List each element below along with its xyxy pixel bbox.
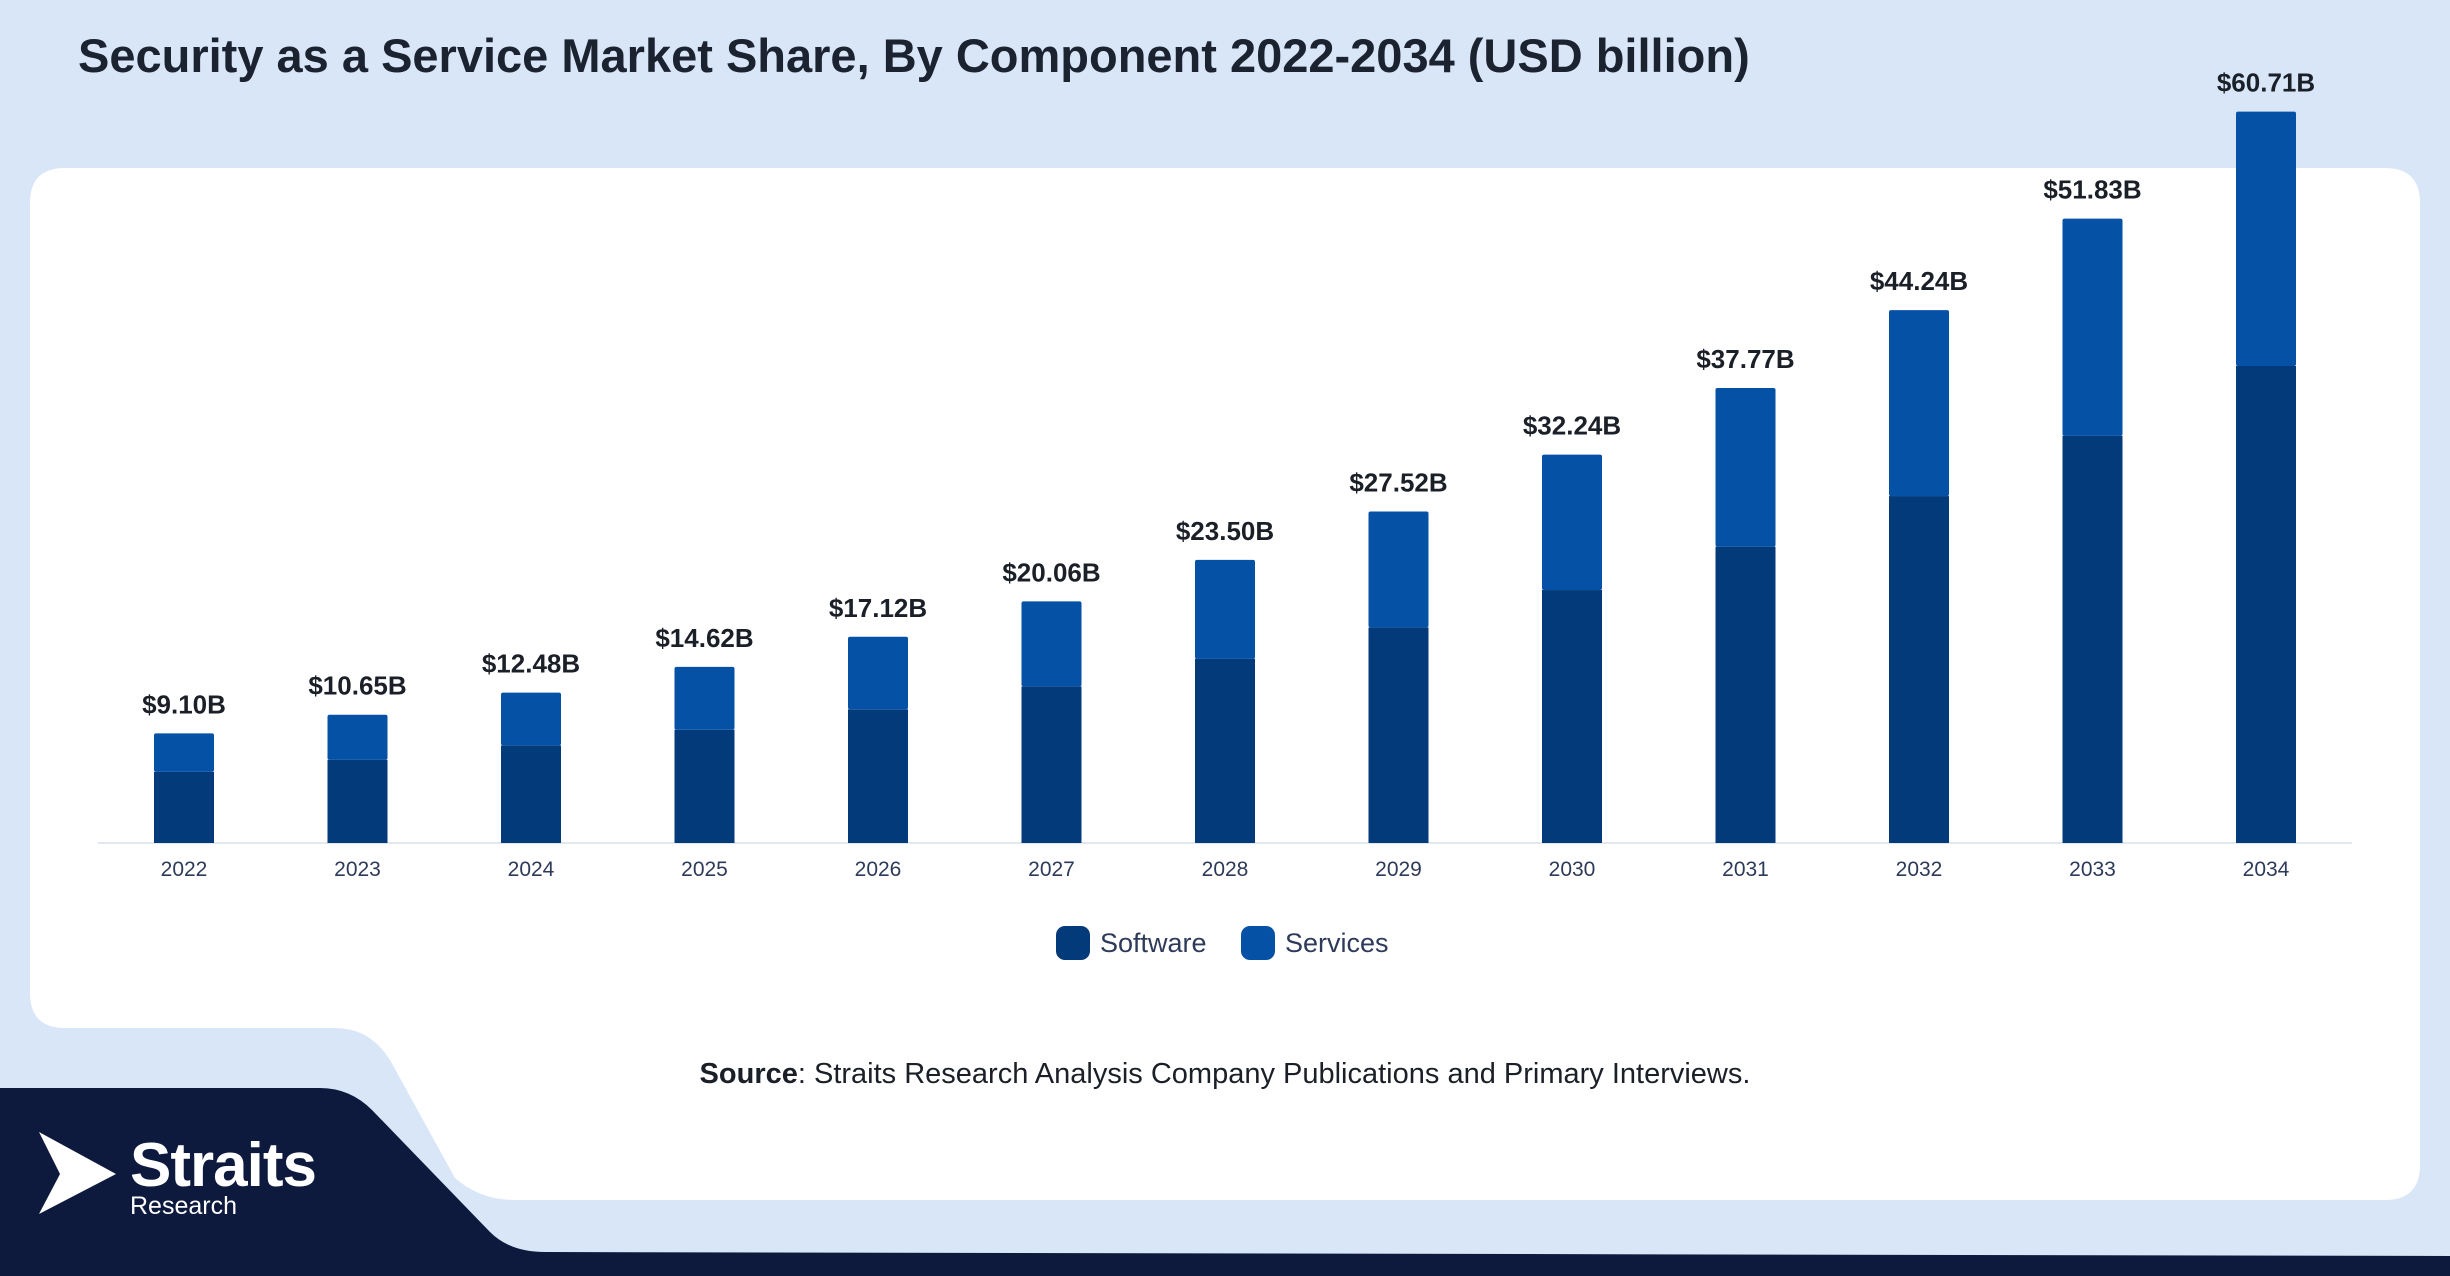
x-tick-label-2030: 2030 — [1549, 858, 1596, 881]
bar-software-2034 — [2236, 365, 2296, 843]
x-tick-label-2033: 2033 — [2069, 858, 2116, 881]
legend-swatch-software — [1056, 926, 1090, 960]
total-label-2034: $60.71B — [2217, 68, 2315, 98]
x-tick-label-2034: 2034 — [2243, 858, 2290, 881]
bar-services-2029 — [1368, 511, 1429, 628]
x-tick-label-2024: 2024 — [508, 858, 555, 881]
x-tick-label-2022: 2022 — [161, 858, 208, 881]
source-label: Source — [699, 1058, 798, 1090]
bar-services-2022 — [154, 733, 214, 772]
legend-swatch-services — [1241, 926, 1275, 960]
total-label-2033: $51.83B — [2043, 175, 2141, 205]
x-tick-label-2031: 2031 — [1722, 858, 1769, 881]
total-label-2027: $20.06B — [1002, 557, 1100, 587]
straits-logo-icon — [39, 1132, 116, 1214]
total-label-2030: $32.24B — [1523, 411, 1621, 441]
x-tick-label-2026: 2026 — [855, 858, 902, 881]
bar-services-2024 — [501, 692, 561, 746]
bar-software-2022 — [154, 771, 214, 843]
legend-label-services: Services — [1285, 928, 1389, 958]
x-tick-label-2029: 2029 — [1375, 858, 1422, 881]
bar-services-2034 — [2236, 111, 2296, 366]
source-text: : Straits Research Analysis Company Publ… — [797, 1058, 1751, 1090]
x-tick-label-2028: 2028 — [1202, 858, 1249, 881]
bar-software-2030 — [1542, 590, 1602, 843]
bar-software-2023 — [327, 759, 388, 843]
total-label-2022: $9.10B — [142, 689, 226, 719]
source-note: Source: Straits Research Analysis Compan… — [0, 1058, 2450, 1091]
bar-services-2031 — [1715, 388, 1776, 547]
bar-services-2026 — [848, 636, 908, 710]
bar-services-2033 — [2062, 218, 2123, 436]
bar-services-2023 — [327, 714, 388, 760]
legend-label-software: Software — [1100, 928, 1207, 958]
logo-name: Straits — [130, 1131, 317, 1200]
total-label-2032: $44.24B — [1870, 266, 1968, 296]
bar-software-2033 — [2062, 435, 2123, 843]
brand-band — [0, 1088, 2450, 1276]
bar-software-2032 — [1889, 496, 1949, 843]
bar-services-2030 — [1542, 454, 1602, 591]
bar-services-2025 — [674, 666, 735, 730]
total-label-2024: $12.48B — [482, 649, 580, 679]
bar-services-2032 — [1889, 310, 1949, 497]
x-tick-label-2032: 2032 — [1896, 858, 1943, 881]
bar-software-2031 — [1715, 546, 1776, 843]
bar-software-2027 — [1021, 686, 1082, 843]
x-tick-label-2025: 2025 — [681, 858, 728, 881]
bar-software-2028 — [1195, 658, 1255, 843]
logo-subtitle: Research — [130, 1192, 237, 1220]
total-label-2026: $17.12B — [829, 593, 927, 623]
total-label-2023: $10.65B — [308, 671, 406, 701]
total-label-2028: $23.50B — [1176, 516, 1274, 546]
chart-title: Security as a Service Market Share, By C… — [78, 29, 1750, 82]
bar-software-2025 — [674, 729, 735, 843]
bar-services-2027 — [1021, 601, 1082, 687]
total-label-2031: $37.77B — [1696, 344, 1794, 374]
bar-software-2029 — [1368, 627, 1429, 843]
bar-services-2028 — [1195, 559, 1255, 659]
total-label-2029: $27.52B — [1349, 467, 1447, 497]
x-tick-label-2027: 2027 — [1028, 858, 1075, 881]
bar-software-2024 — [501, 745, 561, 843]
total-label-2025: $14.62B — [655, 623, 753, 653]
bar-software-2026 — [848, 709, 908, 843]
x-tick-label-2023: 2023 — [334, 858, 381, 881]
